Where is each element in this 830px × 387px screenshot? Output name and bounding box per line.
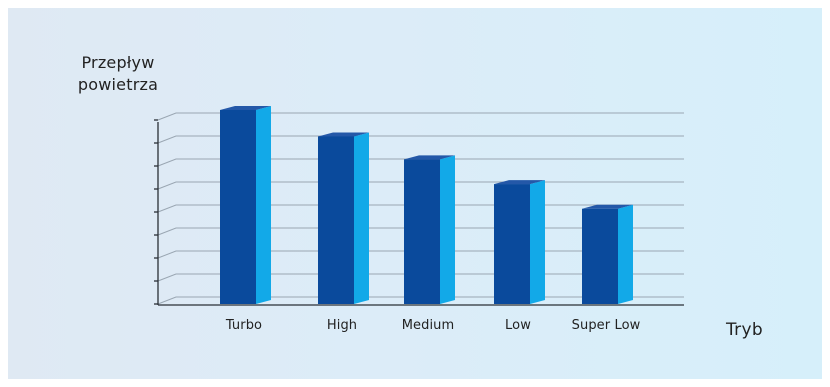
x-tick-label: High <box>326 318 358 333</box>
x-tick-label: Super Low <box>571 318 641 333</box>
y-axis-label-line-2: powietrza <box>77 75 159 94</box>
bar-side-face <box>354 132 369 304</box>
axes <box>154 119 684 306</box>
bars <box>220 106 633 304</box>
bar-top-face <box>582 204 633 209</box>
bar <box>220 106 271 304</box>
bar-top-face <box>220 106 271 110</box>
gridline <box>157 112 684 121</box>
bar-top-face <box>404 155 455 160</box>
bar-side-face <box>618 204 633 304</box>
bar-front-face <box>494 184 530 304</box>
bar <box>404 155 455 304</box>
gridline <box>157 135 684 144</box>
x-tick-label: Low <box>505 318 531 333</box>
bar <box>318 132 369 304</box>
bar-side-face <box>530 180 545 304</box>
gridline <box>157 158 684 167</box>
x-tick-label: Turbo <box>225 318 263 333</box>
bar <box>582 204 633 304</box>
bar-side-face <box>440 155 455 304</box>
bar-front-face <box>220 110 256 304</box>
bar-top-face <box>494 180 545 185</box>
y-axis-label: Przepływ powietrza <box>48 52 188 96</box>
bar <box>494 180 545 304</box>
bar-side-face <box>256 106 271 304</box>
x-axis-title: Tryb <box>726 320 763 340</box>
bar-front-face <box>404 159 440 304</box>
bar-front-face <box>582 208 618 304</box>
bar-top-face <box>318 132 369 137</box>
y-axis-label-line-1: Przepływ <box>81 53 155 72</box>
x-tick-label: Medium <box>401 318 455 333</box>
bar-front-face <box>318 136 354 304</box>
